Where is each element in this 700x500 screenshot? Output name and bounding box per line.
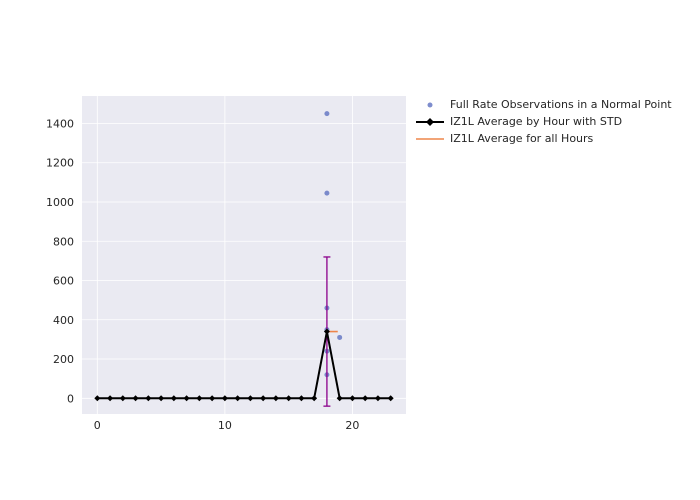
svg-text:1200: 1200 xyxy=(46,157,74,170)
svg-text:600: 600 xyxy=(53,275,74,288)
svg-text:20: 20 xyxy=(345,419,359,432)
legend-item-scatter: Full Rate Observations in a Normal Point xyxy=(416,96,672,113)
svg-text:1400: 1400 xyxy=(46,117,74,130)
chart-container: 010200200400600800100012001400 Full Rate… xyxy=(0,0,700,500)
legend-label: Full Rate Observations in a Normal Point xyxy=(450,96,672,113)
svg-text:10: 10 xyxy=(218,419,232,432)
svg-text:800: 800 xyxy=(53,235,74,248)
svg-text:0: 0 xyxy=(67,392,74,405)
svg-text:0: 0 xyxy=(94,419,101,432)
svg-text:400: 400 xyxy=(53,314,74,327)
legend-label: IZ1L Average for all Hours xyxy=(450,130,593,147)
legend-item-avg-all: IZ1L Average for all Hours xyxy=(416,130,672,147)
legend-swatch-line-marker xyxy=(416,116,444,128)
legend: Full Rate Observations in a Normal Point… xyxy=(416,96,672,147)
svg-text:200: 200 xyxy=(53,353,74,366)
legend-item-avg-hour: IZ1L Average by Hour with STD xyxy=(416,113,672,130)
legend-swatch-scatter xyxy=(416,99,444,111)
chart-svg: 010200200400600800100012001400 xyxy=(0,0,700,500)
legend-label: IZ1L Average by Hour with STD xyxy=(450,113,622,130)
svg-text:1000: 1000 xyxy=(46,196,74,209)
legend-swatch-line xyxy=(416,133,444,145)
